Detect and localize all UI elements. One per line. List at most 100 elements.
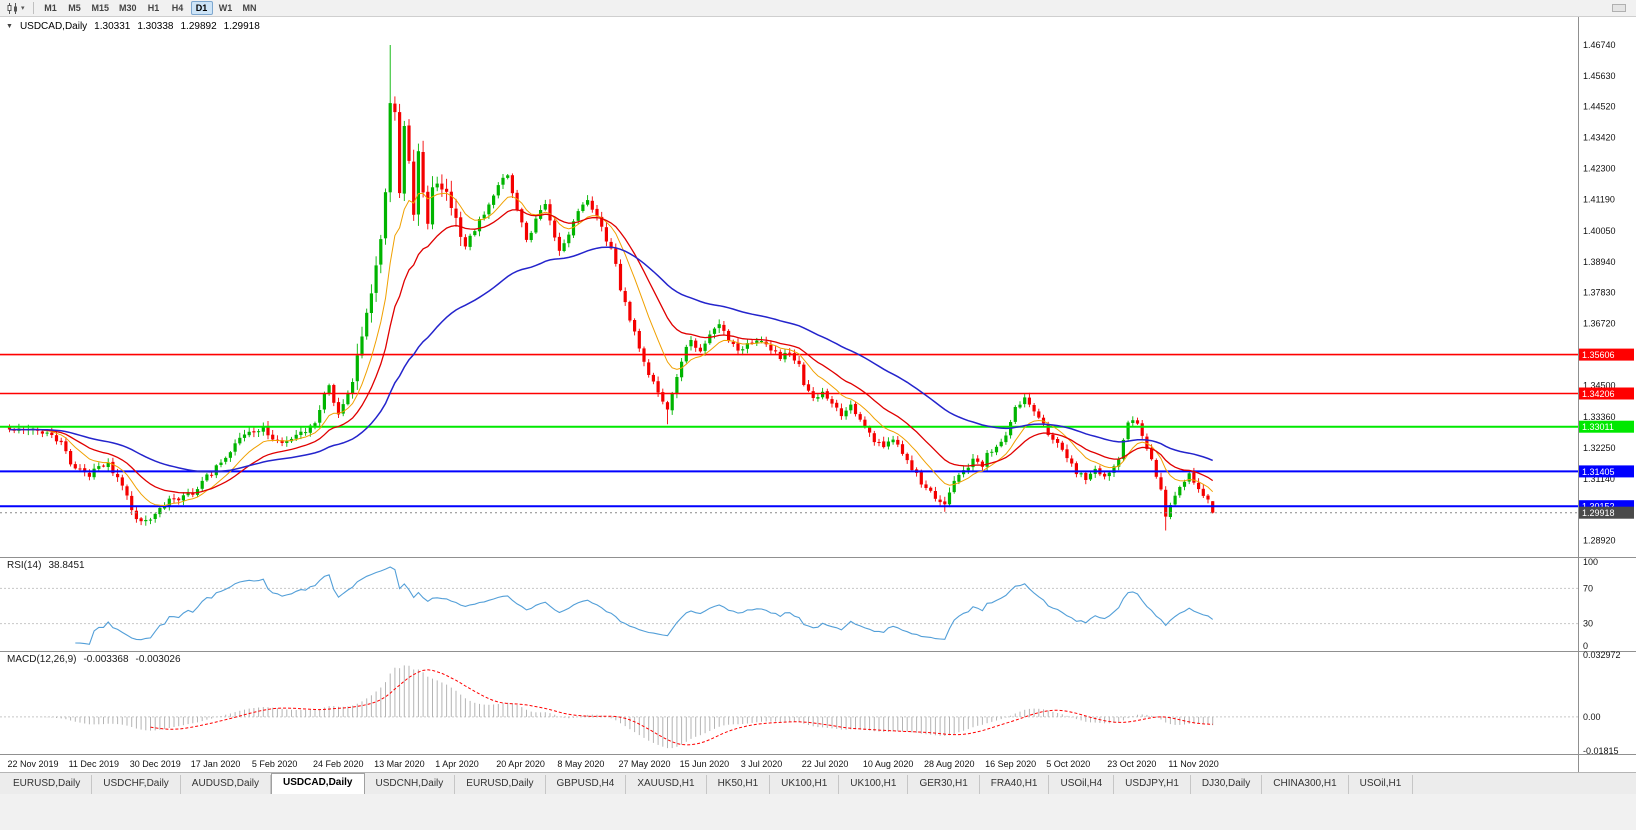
svg-text:16 Sep 2020: 16 Sep 2020 (985, 759, 1036, 769)
timeframe-toolbar: ▾ M1 M5 M15 M30 H1 H4 D1 W1 MN (0, 0, 1636, 17)
timeframe-button-m5[interactable]: M5 (68, 3, 81, 13)
timeframe-button-mn[interactable]: MN (242, 3, 257, 13)
svg-text:0: 0 (1583, 641, 1588, 651)
svg-text:11 Dec 2019: 11 Dec 2019 (69, 759, 119, 769)
chart-tab-ger30-h1[interactable]: GER30,H1 (908, 775, 980, 794)
svg-text:1.33011: 1.33011 (1582, 422, 1614, 432)
chart-tab-fra40-h1[interactable]: FRA40,H1 (979, 775, 1050, 794)
svg-text:1.40050: 1.40050 (1583, 226, 1616, 236)
chart-tab-eurusd-daily[interactable]: EURUSD,Daily (2, 775, 93, 794)
svg-text:1.35606: 1.35606 (1582, 350, 1615, 360)
macd-value-main: -0.003368 (83, 654, 129, 665)
chart-tab-uk100-h1[interactable]: UK100,H1 (839, 775, 909, 794)
svg-text:15 Jun 2020: 15 Jun 2020 (680, 759, 730, 769)
chart-tab-hk50-h1[interactable]: HK50,H1 (706, 775, 771, 794)
svg-text:17 Jan 2020: 17 Jan 2020 (191, 759, 241, 769)
price-level-tags: 1.356061.342061.330111.314051.301521.299… (1579, 348, 1634, 519)
ohlc-low: 1.29892 (180, 21, 217, 32)
svg-text:70: 70 (1583, 583, 1593, 593)
panel-separators (0, 17, 1636, 772)
svg-text:1 Apr 2020: 1 Apr 2020 (435, 759, 479, 769)
svg-text:22 Jul 2020: 22 Jul 2020 (802, 759, 849, 769)
svg-text:0.032972: 0.032972 (1583, 650, 1621, 660)
svg-text:0.00: 0.00 (1583, 712, 1601, 722)
chart-tab-usoil-h1[interactable]: USOil,H1 (1348, 775, 1414, 794)
svg-text:13 Mar 2020: 13 Mar 2020 (374, 759, 425, 769)
rsi-value: 38.8451 (48, 560, 85, 571)
timeframe-button-m15[interactable]: M15 (91, 3, 110, 13)
svg-text:5 Oct 2020: 5 Oct 2020 (1046, 759, 1090, 769)
candlesticks (7, 45, 1215, 531)
svg-text:11 Nov 2020: 11 Nov 2020 (1168, 759, 1218, 769)
svg-text:22 Nov 2019: 22 Nov 2019 (8, 759, 59, 769)
chart-tab-xauusd-h1[interactable]: XAUUSD,H1 (626, 775, 707, 794)
svg-text:1.46740: 1.46740 (1583, 40, 1616, 50)
svg-text:1.31140: 1.31140 (1583, 474, 1615, 484)
svg-text:1.28920: 1.28920 (1583, 536, 1616, 546)
timeframe-buttons-group: M1 M5 M15 M30 H1 H4 D1 W1 MN (39, 1, 262, 15)
window-control-box[interactable] (1612, 4, 1626, 12)
svg-text:28 Aug 2020: 28 Aug 2020 (924, 759, 975, 769)
timeframe-button-d1[interactable]: D1 (190, 1, 213, 15)
price-axis[interactable] (1579, 17, 1636, 754)
svg-text:24 Feb 2020: 24 Feb 2020 (313, 759, 364, 769)
svg-text:23 Oct 2020: 23 Oct 2020 (1107, 759, 1156, 769)
chart-area[interactable]: 1.46740 1.45630 1.44520 1.43420 1.42300 1.411… (0, 17, 1636, 772)
timeframe-button-h1[interactable]: H1 (147, 3, 160, 13)
chart-tab-usdjpy-h1[interactable]: USDJPY,H1 (1114, 775, 1191, 794)
svg-text:1.36720: 1.36720 (1583, 319, 1616, 329)
toolbar-divider (32, 2, 34, 14)
svg-text:1.45630: 1.45630 (1583, 71, 1616, 81)
svg-text:1.34206: 1.34206 (1582, 389, 1615, 399)
svg-text:1.42300: 1.42300 (1583, 163, 1616, 173)
timeframe-button-m1[interactable]: M1 (44, 3, 57, 13)
ohlc-close: 1.29918 (223, 21, 260, 32)
svg-text:27 May 2020: 27 May 2020 (619, 759, 671, 769)
date-axis-labels: 22 Nov 2019 11 Dec 2019 30 Dec 2019 17 Jan … (8, 759, 1219, 769)
svg-text:1.41190: 1.41190 (1583, 194, 1615, 204)
macd-value-signal: -0.003026 (135, 654, 181, 665)
svg-text:3 Jul 2020: 3 Jul 2020 (741, 759, 783, 769)
ohlc-open: 1.30331 (94, 21, 131, 32)
rsi-panel: 100 70 30 0 (0, 557, 1598, 651)
rsi-name: RSI(14) (7, 560, 42, 571)
time-axis[interactable] (0, 755, 1578, 772)
chart-tab-china300-h1[interactable]: CHINA300,H1 (1262, 775, 1349, 794)
bottom-strip (0, 794, 1636, 830)
timeframe-button-m30[interactable]: M30 (119, 3, 137, 13)
svg-text:1.32250: 1.32250 (1583, 443, 1616, 453)
chart-tab-usdcnh-daily[interactable]: USDCNH,Daily (364, 775, 456, 794)
chart-tab-eurusd-daily[interactable]: EURUSD,Daily (455, 775, 546, 794)
rsi-indicator-label: RSI(14) 38.8451 (7, 560, 85, 571)
svg-text:30 Dec 2019: 30 Dec 2019 (130, 759, 181, 769)
svg-text:1.29918: 1.29918 (1582, 508, 1615, 518)
chart-tab-usoil-h4[interactable]: USOil,H4 (1049, 775, 1115, 794)
svg-text:5 Feb 2020: 5 Feb 2020 (252, 759, 298, 769)
macd-name: MACD(12,26,9) (7, 654, 77, 665)
svg-text:1.34500: 1.34500 (1583, 380, 1616, 390)
chart-title: ▼ USDCAD,Daily 1.30331 1.30338 1.29892 1… (6, 21, 260, 32)
svg-text:1.44520: 1.44520 (1583, 102, 1616, 112)
ohlc-high: 1.30338 (137, 21, 174, 32)
price-chart-canvas[interactable]: 1.46740 1.45630 1.44520 1.43420 1.42300 1.411… (0, 17, 1636, 772)
chart-tab-usdcad-daily[interactable]: USDCAD,Daily (271, 773, 365, 794)
macd-indicator-label: MACD(12,26,9) -0.003368 -0.003026 (7, 654, 181, 665)
svg-text:20 Apr 2020: 20 Apr 2020 (496, 759, 545, 769)
timeframe-button-w1[interactable]: W1 (218, 3, 233, 13)
svg-text:10 Aug 2020: 10 Aug 2020 (863, 759, 914, 769)
chart-tab-dj30-daily[interactable]: DJ30,Daily (1190, 775, 1263, 794)
chart-tab-gbpusd-h4[interactable]: GBPUSD,H4 (545, 775, 627, 794)
chart-tab-audusd-daily[interactable]: AUDUSD,Daily (180, 775, 272, 794)
chart-type-icon[interactable] (6, 2, 19, 14)
svg-text:8 May 2020: 8 May 2020 (557, 759, 604, 769)
timeframe-button-h4[interactable]: H4 (171, 3, 184, 13)
chart-tab-usdchf-daily[interactable]: USDCHF,Daily (92, 775, 181, 794)
collapse-chart-icon[interactable]: ▼ (6, 23, 13, 30)
svg-text:1.43420: 1.43420 (1583, 132, 1616, 142)
svg-text:-0.01815: -0.01815 (1583, 746, 1619, 756)
chart-tab-bar: EURUSD,Daily USDCHF,Daily AUDUSD,Daily USDC… (0, 772, 1636, 794)
svg-text:100: 100 (1583, 557, 1598, 567)
chart-tab-uk100-h1[interactable]: UK100,H1 (770, 775, 840, 794)
svg-text:30: 30 (1583, 619, 1593, 629)
chart-type-caret-icon[interactable]: ▾ (21, 5, 25, 12)
